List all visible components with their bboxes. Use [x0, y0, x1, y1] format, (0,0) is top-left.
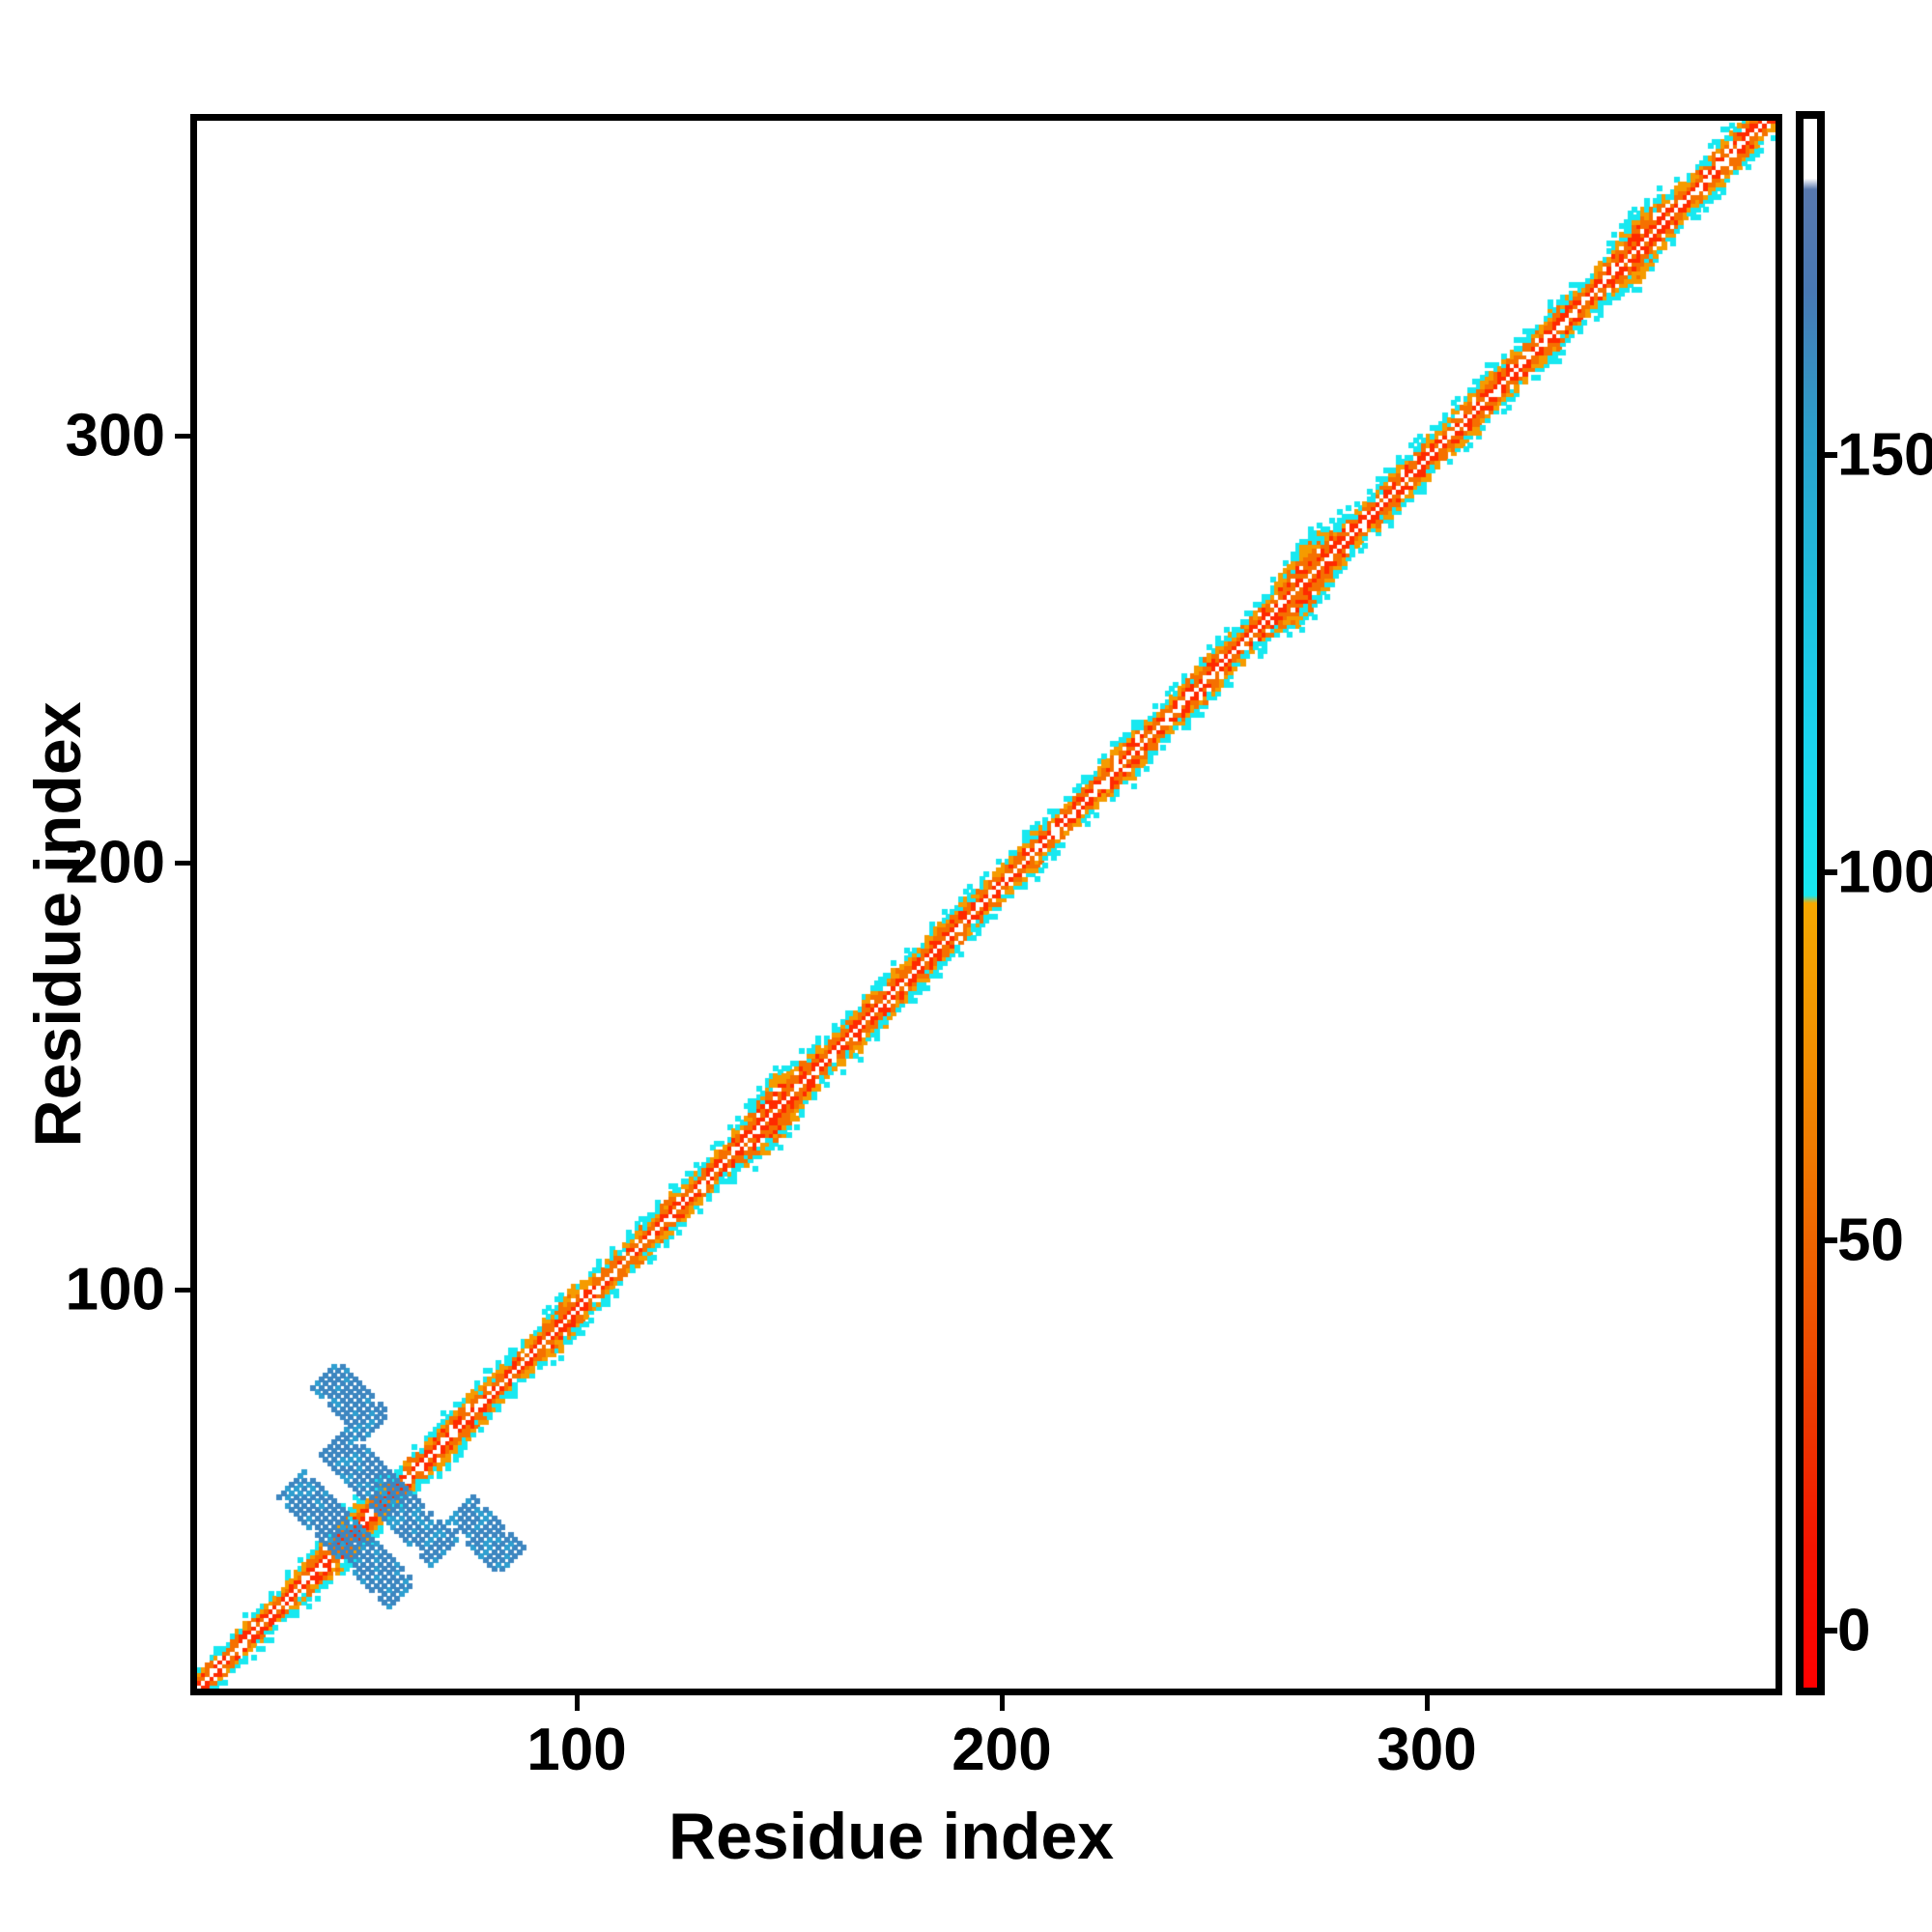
y-tick-300 — [175, 434, 190, 439]
y-ticklabel-100: 100 — [65, 1256, 165, 1323]
y-ticklabel-200: 200 — [65, 829, 165, 896]
x-tick-200 — [1000, 1695, 1005, 1711]
y-tick-100 — [175, 1288, 190, 1293]
y-ticklabel-300: 300 — [65, 402, 165, 469]
colorbar — [1796, 111, 1825, 1695]
x-tick-100 — [575, 1695, 580, 1711]
contact-map-heatmap — [197, 121, 1776, 1689]
y-axis-title: Residue index — [21, 701, 95, 1148]
colorbar-ticklabel-0: 0 — [1837, 1597, 1871, 1664]
colorbar-tick-50 — [1825, 1237, 1837, 1243]
y-tick-200 — [175, 861, 190, 866]
x-axis-title: Residue index — [668, 1800, 1115, 1873]
x-ticklabel-200: 200 — [952, 1717, 1052, 1783]
colorbar-gradient — [1804, 119, 1817, 1688]
colorbar-tick-150 — [1825, 452, 1837, 458]
colorbar-ticklabel-100: 100 — [1837, 838, 1932, 906]
x-ticklabel-100: 100 — [526, 1717, 627, 1783]
colorbar-tick-0 — [1825, 1628, 1837, 1634]
colorbar-tick-100 — [1825, 869, 1837, 875]
colorbar-ticklabel-50: 50 — [1837, 1207, 1904, 1274]
x-ticklabel-300: 300 — [1377, 1717, 1477, 1783]
x-tick-300 — [1425, 1695, 1430, 1711]
colorbar-ticklabel-150: 150 — [1837, 421, 1932, 489]
plot-area — [190, 114, 1782, 1695]
